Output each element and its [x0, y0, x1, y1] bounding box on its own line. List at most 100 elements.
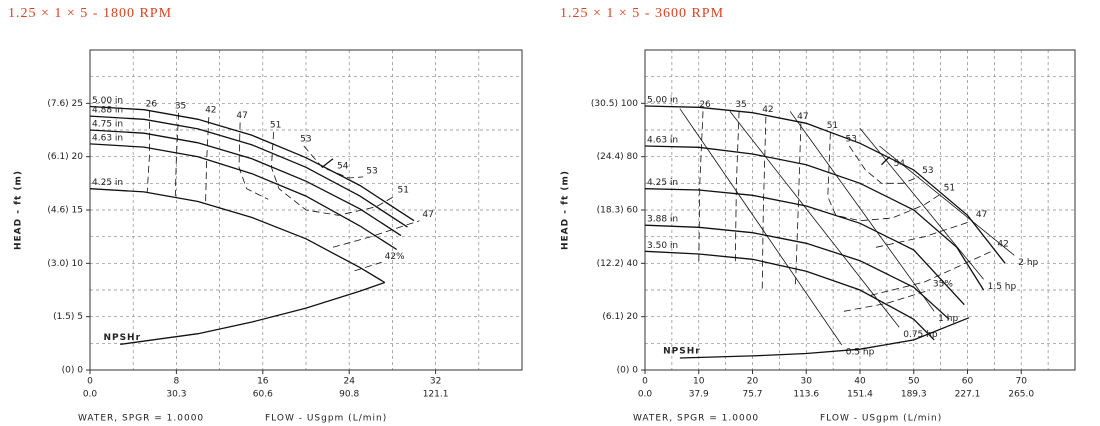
- x-tick-label: 40: [854, 377, 866, 387]
- series-end-label: 53: [922, 166, 933, 176]
- x-tick-label: 0: [642, 377, 648, 387]
- series-line: [734, 111, 931, 312]
- chart-title: 1.25 × 1 × 5 - 1800 RPM: [8, 6, 172, 21]
- x2-tick-label: 75.7: [742, 390, 762, 400]
- y-tick-label: (6.1) 20: [47, 152, 83, 162]
- series-label: 47: [236, 111, 247, 121]
- series-label: 42: [762, 105, 773, 115]
- series-label: 26: [699, 100, 711, 110]
- series-end-label: 42: [997, 240, 1008, 250]
- x2-tick-label: 37.9: [689, 390, 709, 400]
- series-label: NPSHr: [663, 347, 701, 357]
- x-tick-label: 0: [87, 377, 93, 387]
- x-tick-label: 32: [430, 377, 441, 387]
- series-line: [303, 145, 364, 179]
- series-line: [205, 117, 382, 272]
- series-line: [89, 143, 398, 251]
- chart: 1.25 × 1 × 5 - 3600 RPM (0) 0 (6.1) 20 (12.…: [560, 6, 1076, 424]
- series-label: 51: [827, 121, 838, 131]
- series-label: 35: [175, 101, 186, 111]
- series-end-label: 47: [976, 210, 987, 220]
- series-line: [679, 108, 843, 346]
- series-end-label: 53: [366, 166, 377, 176]
- x2-tick-label: 121.1: [423, 390, 449, 400]
- series-line: [644, 188, 965, 306]
- series-label: 5.00 in: [92, 96, 123, 106]
- y-tick-label: (1.5) 5: [53, 312, 83, 322]
- series-line: [89, 105, 415, 222]
- series-line: [848, 145, 920, 184]
- series-label: 35: [735, 100, 746, 110]
- series-line: [89, 115, 408, 228]
- series-end-label: 42%: [385, 252, 405, 262]
- y-axis-title: HEAD - ft (m): [14, 170, 24, 250]
- x2-tick-label: 227.1: [955, 390, 981, 400]
- series-label: 5.00 in: [647, 96, 678, 106]
- x2-tick-label: 265.0: [1008, 390, 1034, 400]
- y-tick-label: (0) 0: [617, 366, 639, 376]
- x-tick-label: 24: [343, 377, 355, 387]
- series-label: 26: [146, 99, 158, 109]
- x2-tick-label: 189.3: [901, 390, 927, 400]
- series-line: [644, 105, 1006, 264]
- series-label: 3.88 in: [647, 215, 678, 225]
- y-tick-label: (6.1) 20: [602, 312, 638, 322]
- series-line: [789, 111, 935, 312]
- y-tick-label: (30.5) 100: [591, 99, 638, 109]
- series-end-label: 47: [422, 210, 433, 220]
- series-label: 3.50 in: [647, 241, 678, 251]
- series-line: [644, 250, 935, 341]
- series-line: [146, 110, 150, 192]
- series-label: 47: [797, 112, 808, 122]
- series-label: 4.63 in: [647, 136, 678, 146]
- series-label: 53: [300, 135, 311, 145]
- y-tick-label: (0) 0: [62, 366, 84, 376]
- series-line: [270, 132, 395, 216]
- series-label: 2 hp: [1018, 258, 1038, 268]
- series-line: [321, 158, 334, 168]
- series-label: 53: [846, 135, 857, 145]
- y-tick-label: (7.6) 25: [47, 99, 83, 109]
- x-tick-label: 20: [747, 377, 759, 387]
- x2-tick-label: 113.6: [793, 390, 819, 400]
- x-axis-title: FLOW - USgpm (L/min): [265, 414, 387, 424]
- series-line: [827, 132, 941, 222]
- y-tick-label: (24.4) 80: [597, 152, 639, 162]
- x2-tick-label: 0.0: [638, 390, 653, 400]
- series-line: [881, 156, 891, 166]
- series-label: 42: [205, 106, 216, 116]
- series-end-label: 51: [398, 186, 409, 196]
- series-line: [795, 123, 974, 285]
- x-tick-label: 16: [257, 377, 269, 387]
- x2-tick-label: 0.0: [83, 390, 98, 400]
- series-line: [89, 129, 402, 237]
- footnote: WATER, SPGR = 1.0000: [78, 414, 204, 424]
- series-label: 0.5 hp: [846, 347, 875, 357]
- series-label: 4.63 in: [92, 133, 123, 143]
- series-line: [174, 112, 179, 197]
- series-label: 4.88 in: [92, 106, 123, 116]
- series-label: NPSHr: [103, 333, 141, 343]
- series-line: [644, 145, 985, 291]
- series-line: [729, 111, 900, 328]
- series-label: 4.75 in: [92, 120, 123, 130]
- y-tick-label: (3.0) 10: [47, 259, 83, 269]
- series-label: 4.25 in: [92, 178, 123, 188]
- x-tick-label: 70: [1016, 377, 1028, 387]
- series-end-label: 51: [944, 184, 955, 194]
- x2-tick-label: 60.6: [253, 390, 273, 400]
- y-tick-label: (18.3) 60: [597, 206, 639, 216]
- series-line: [238, 122, 420, 248]
- series-label: 4.25 in: [647, 178, 678, 188]
- series-line: [859, 128, 984, 280]
- x2-tick-label: 90.8: [339, 390, 359, 400]
- x-tick-label: 10: [693, 377, 705, 387]
- series-label: 0.75 hp: [903, 330, 938, 340]
- footnote: WATER, SPGR = 1.0000: [633, 414, 759, 424]
- series-line: [761, 116, 995, 296]
- series-label: 54: [337, 161, 349, 171]
- x2-tick-label: 30.3: [166, 390, 186, 400]
- chart: 1.25 × 1 × 5 - 1800 RPM (0) 0 (1.5) 5 (3.0)…: [8, 6, 523, 424]
- series-label: 1.5 hp: [988, 282, 1017, 292]
